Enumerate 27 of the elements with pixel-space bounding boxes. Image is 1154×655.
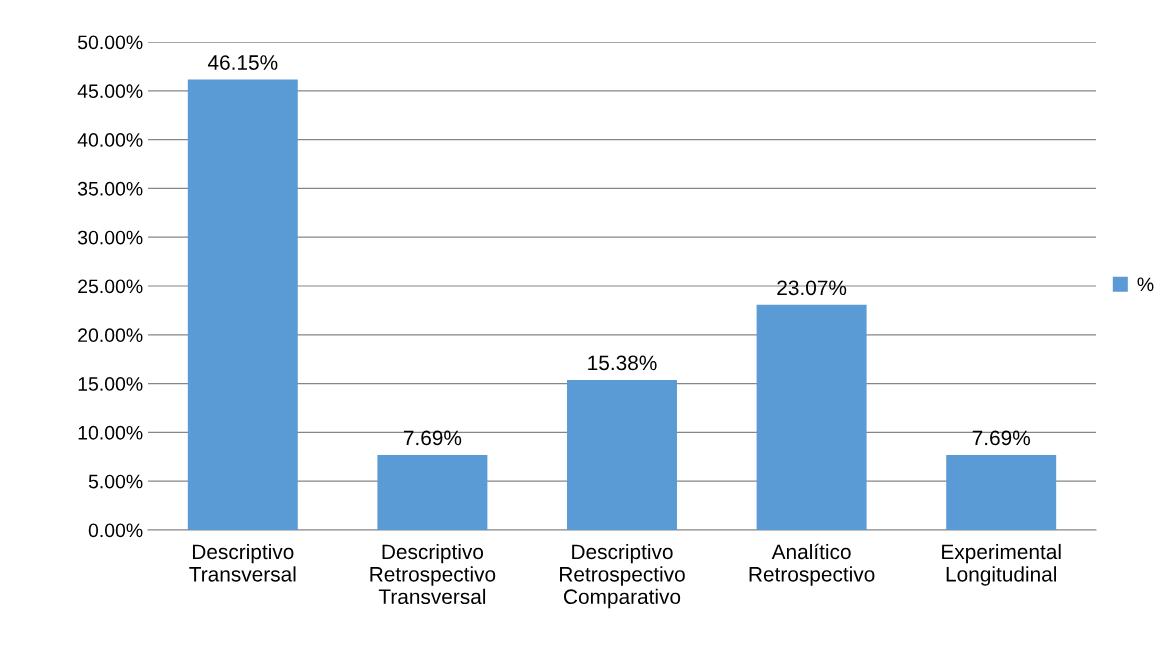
bar: [567, 379, 677, 530]
data-label: 23.07%: [777, 280, 847, 296]
bar: [377, 454, 488, 530]
y-tick-label: 5.00%: [88, 474, 143, 489]
data-label: 7.69%: [403, 430, 462, 446]
y-tick-label: 0.00%: [88, 523, 143, 538]
data-label: 15.38%: [588, 355, 657, 371]
legend-label: %: [1137, 277, 1154, 292]
y-tick-label: 15.00%: [78, 377, 143, 391]
bar: [946, 454, 1057, 530]
x-tick-label: Descriptivo Retrospectivo Comparativo: [560, 543, 685, 609]
bar: [756, 304, 867, 530]
y-tick-label: 30.00%: [77, 230, 143, 245]
y-tick-label: 10.00%: [78, 425, 143, 440]
y-tick-label: 35.00%: [77, 181, 143, 196]
bar: [187, 79, 298, 530]
x-tick-label: Descriptivo Transversal: [189, 543, 296, 582]
y-tick-label: 20.00%: [78, 328, 143, 343]
y-tick-label: 50.00%: [77, 35, 143, 50]
y-tick-label: 45.00%: [77, 84, 143, 99]
x-tick-label: Experimental Longitudinal: [942, 543, 1061, 586]
data-label: 46.15%: [207, 55, 278, 70]
x-tick-label: Descriptivo Retrospectivo Transversal: [370, 543, 496, 605]
y-tick-label: 40.00%: [77, 133, 143, 147]
y-tick-label: 25.00%: [78, 279, 143, 294]
data-label: 7.69%: [972, 430, 1030, 446]
x-tick-label: Analítico Retrospectivo: [749, 543, 875, 586]
